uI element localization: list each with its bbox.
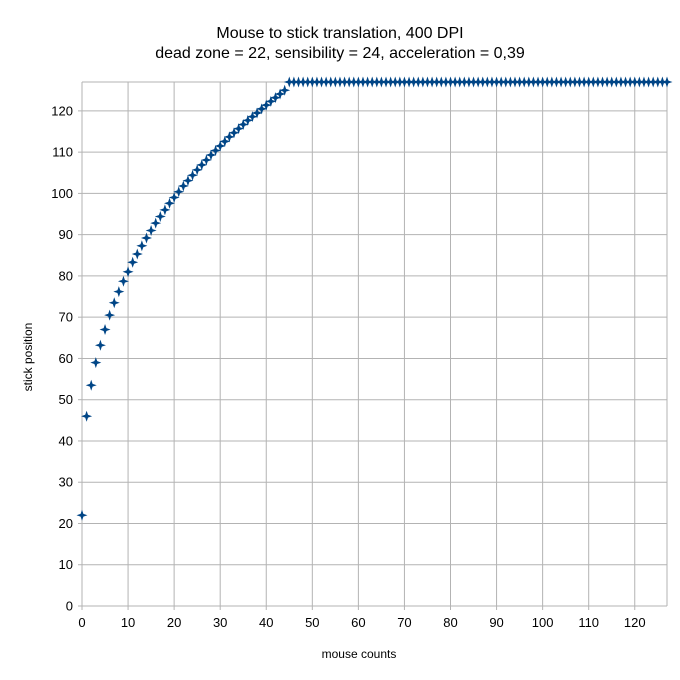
y-tick-label: 10 [59,557,73,572]
data-point [168,192,180,204]
data-point [210,144,222,156]
data-point [117,275,129,287]
data-point [140,232,152,244]
data-point [164,197,176,209]
y-tick-label: 80 [59,268,73,283]
y-tick-label: 40 [59,433,73,448]
chart-title: Mouse to stick translation, 400 DPI [216,25,464,42]
data-point [223,131,235,143]
data-point [108,297,120,309]
x-tick-label: 80 [443,615,457,630]
x-tick-label: 110 [578,615,599,630]
chart-subtitle: dead zone = 22, sensibility = 24, accele… [155,45,525,62]
chart-title-block: Mouse to stick translation, 400 DPI dead… [0,24,680,64]
y-tick-label: 50 [59,392,73,407]
y-tick-label: 70 [59,310,73,325]
data-point [269,92,281,104]
data-point [279,84,291,96]
data-point [191,164,203,176]
data-point [150,217,162,229]
x-tick-label: 0 [78,615,85,630]
x-tick-label: 50 [305,615,319,630]
data-point [205,149,217,161]
data-point [260,99,272,111]
data-point [274,88,286,100]
data-point [251,107,263,119]
data-point [99,324,111,336]
data-point [182,175,194,187]
data-point [131,248,143,260]
y-tick-label: 110 [52,145,73,160]
y-tick-label: 30 [59,475,73,490]
x-tick-label: 100 [532,615,554,630]
data-point [177,180,189,192]
data-point [136,240,148,252]
data-point [85,379,97,391]
data-point [81,410,93,422]
x-tick-label: 90 [489,615,503,630]
data-point [219,135,231,147]
data-point [154,211,166,223]
data-point [173,186,185,198]
x-axis-label: mouse counts [322,647,397,661]
data-point [256,103,268,115]
x-tick-label: 20 [167,615,181,630]
data-point [104,309,116,321]
tick-labels: 0 10 20 30 40 50 60 70 80 90 100 110 120 0 10 20 30 40 50 6… [51,103,645,630]
x-tick-label: 30 [213,615,227,630]
x-tick-label: 60 [351,615,365,630]
data-point [214,140,226,152]
data-point [246,111,258,123]
data-point [228,127,240,139]
y-tick-label: 0 [66,599,73,614]
x-tick-label: 120 [624,615,646,630]
x-tick-label: 70 [397,615,411,630]
data-point [187,169,199,181]
x-tick-label: 40 [259,615,273,630]
y-tick-label: 60 [59,351,73,366]
data-point [661,76,673,88]
y-tick-label: 90 [59,227,73,242]
data-point [90,357,102,369]
y-axis-label: stick position [21,323,35,392]
y-tick-label: 120 [51,103,73,118]
y-tick-label: 100 [51,186,73,201]
data-point [122,266,134,278]
data-markers [76,76,673,521]
data-point [242,114,254,126]
x-tick-label: 10 [121,615,135,630]
data-point [196,159,208,171]
data-point [94,339,106,351]
data-point [76,509,88,521]
data-point [113,286,125,298]
data-point [233,123,245,135]
data-point [265,95,277,107]
data-point [237,118,249,130]
axes [78,82,667,610]
data-point [200,154,212,166]
data-point [127,256,139,268]
data-point [145,225,157,237]
y-tick-label: 20 [59,516,73,531]
data-point [159,204,171,216]
grid-lines [81,81,668,607]
